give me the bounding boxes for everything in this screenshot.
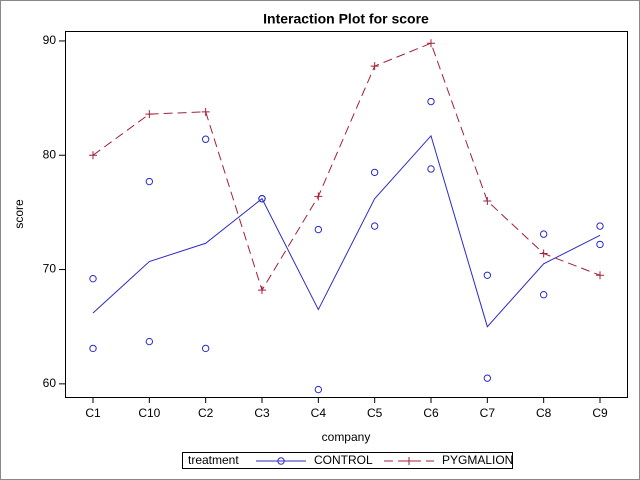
- plot-frame: [65, 31, 628, 398]
- y-tick-label: 60: [43, 376, 57, 390]
- y-tick-label: 90: [43, 33, 57, 47]
- data-point: [596, 271, 604, 280]
- x-tick-label: C8: [536, 406, 552, 420]
- data-point: [314, 225, 323, 234]
- x-tick-label: C1: [85, 406, 101, 420]
- data-point: [596, 222, 604, 230]
- legend-marker: [405, 457, 413, 465]
- data-point: [258, 194, 266, 203]
- data-point: [258, 286, 266, 295]
- data-point: [539, 249, 548, 258]
- data-point: [314, 385, 323, 394]
- data-point: [483, 196, 492, 205]
- data-point: [483, 271, 492, 279]
- data-point: [145, 337, 154, 346]
- data-point: [145, 177, 154, 186]
- x-tick-label: C5: [367, 406, 383, 420]
- data-point: [370, 168, 379, 177]
- x-tick-label: C10: [138, 406, 160, 420]
- data-point: [201, 135, 210, 143]
- data-point: [89, 344, 97, 353]
- data-point: [539, 290, 548, 299]
- x-tick-label: C9: [592, 406, 608, 420]
- legend-marker: [277, 457, 285, 465]
- mean-line: [92, 134, 601, 328]
- chart-title: Interaction Plot for score: [263, 11, 429, 27]
- data-point: [539, 230, 548, 238]
- data-point: [483, 374, 492, 382]
- mean-line: [92, 42, 601, 292]
- x-tick-label: C6: [423, 406, 439, 420]
- data-point: [427, 39, 435, 48]
- x-tick-label: C7: [480, 406, 496, 420]
- legend-title: treatment: [188, 453, 239, 467]
- x-tick-label: C2: [198, 406, 214, 420]
- x-tick-label: C4: [311, 406, 327, 420]
- y-axis-label: score: [12, 199, 26, 229]
- data-point: [89, 151, 97, 160]
- data-point: [201, 344, 210, 353]
- data-point: [89, 274, 97, 283]
- legend-label: CONTROL: [314, 453, 373, 467]
- legend-box: [182, 452, 513, 469]
- legend-label: PYGMALION: [442, 453, 513, 467]
- x-axis-label: company: [322, 430, 371, 444]
- data-point: [201, 107, 210, 116]
- x-tick-label: C3: [254, 406, 270, 420]
- data-point: [370, 222, 379, 230]
- data-point: [427, 165, 435, 173]
- data-point: [370, 62, 379, 71]
- data-point: [596, 240, 604, 249]
- data-point: [314, 192, 323, 201]
- y-tick-label: 80: [43, 147, 57, 161]
- y-tick-label: 70: [43, 262, 57, 276]
- data-point: [427, 97, 435, 106]
- data-point: [145, 110, 154, 119]
